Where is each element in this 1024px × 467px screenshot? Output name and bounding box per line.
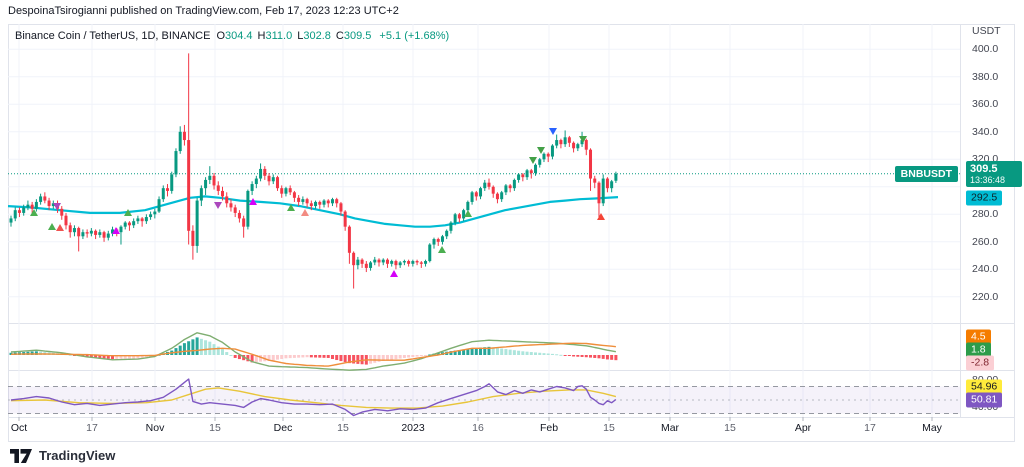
price-axis-label: 280.0: [972, 208, 999, 221]
pane-separator-macd[interactable]: [8, 323, 1015, 324]
buy-marker-icon: [390, 270, 398, 277]
time-axis-label: 2023: [401, 422, 425, 434]
time-axis-label: May: [922, 422, 942, 434]
price-axis-label: 240.0: [972, 263, 999, 276]
buy-marker-icon: [48, 223, 56, 230]
attribution-text: DespoinaTsirogianni published on Trading…: [8, 5, 399, 17]
sell-marker-icon: [529, 157, 537, 164]
sell-marker-icon: [53, 203, 61, 210]
buy-marker-icon: [597, 213, 605, 220]
candles-layer: [9, 53, 618, 289]
macd-layer: [9, 332, 618, 371]
chart-widget-frame: [8, 24, 1015, 442]
time-axis-label: 17: [864, 422, 876, 434]
price-axis-label: 260.0: [972, 235, 999, 248]
rsi-layer: [10, 378, 617, 417]
macd-hist-chip: -2.8: [966, 355, 995, 371]
time-axis-label: 17: [86, 422, 98, 434]
macd-value-chip: 1.8: [966, 342, 991, 358]
brand-name: TradingView: [39, 448, 116, 463]
sell-marker-icon: [549, 128, 557, 135]
time-axis-label: Dec: [273, 422, 293, 434]
sell-marker-icon: [214, 202, 222, 209]
price-axis-label: 360.0: [972, 98, 999, 111]
pane-separator-rsi[interactable]: [8, 370, 1015, 371]
symbol-legend[interactable]: Binance Coin / TetherUS, 1D, BINANCE O304…: [15, 30, 449, 42]
buy-marker-icon: [124, 209, 132, 216]
legend-ohlc-item: H311.0: [257, 30, 293, 42]
price-axis-label: 400.0: [972, 43, 999, 56]
buy-marker-icon: [112, 227, 120, 234]
buy-marker-icon: [56, 224, 64, 231]
price-axis-currency-label: USDT: [972, 25, 1001, 37]
legend-ohlc-item: L302.8: [297, 30, 331, 42]
legend-ohlc-values: O304.4 H311.0 L302.8 C309.5: [216, 30, 376, 42]
legend-ohlc-item: C309.5: [335, 30, 372, 42]
last-price-chip: 309.5 13:36:48: [966, 161, 1022, 187]
time-axis-label: 15: [724, 422, 736, 434]
time-axis-label: Mar: [660, 422, 680, 434]
time-axis-label: Feb: [539, 422, 559, 434]
ma-value-chip: 292.5: [966, 190, 1003, 206]
price-axis-label: 380.0: [972, 70, 999, 83]
ma-line-layer: [7, 195, 619, 228]
macd-signal-chip: 4.5: [966, 329, 991, 345]
time-axis-label: 16: [472, 422, 484, 434]
buy-marker-icon: [249, 198, 257, 205]
buy-marker-icon: [464, 210, 472, 217]
time-axis-label: Oct: [10, 422, 28, 434]
time-axis-divider: [8, 417, 1015, 418]
time-axis-label: 15: [209, 422, 221, 434]
last-price-value: 309.5: [970, 163, 998, 175]
sell-marker-icon: [537, 147, 545, 154]
buy-marker-icon: [301, 209, 309, 216]
price-axis-label: 340.0: [972, 125, 999, 138]
legend-symbol-title: Binance Coin / TetherUS, 1D, BINANCE: [15, 30, 211, 42]
rsi-value-chip: 50.81: [966, 392, 1003, 408]
time-axis-label: Nov: [145, 422, 165, 434]
legend-change: +5.1 (+1.68%): [379, 30, 450, 42]
tradingview-branding[interactable]: TradingView: [10, 448, 115, 463]
rsi-ma-chip: 54.96: [966, 379, 1003, 395]
bar-countdown: 13:36:48: [970, 175, 1006, 185]
sell-marker-icon: [579, 136, 587, 143]
price-axis-label: 220.0: [972, 290, 999, 303]
time-axis-label: 15: [337, 422, 349, 434]
buy-marker-icon: [438, 246, 446, 253]
time-axis-label: Apr: [794, 422, 812, 434]
grid-layer: [8, 24, 960, 421]
buy-marker-icon: [30, 209, 38, 216]
buy-marker-icon: [287, 204, 295, 211]
trade-markers-layer: [30, 128, 605, 277]
time-axis-label: 15: [603, 422, 615, 434]
tradingview-logo-icon: [10, 448, 32, 463]
legend-ohlc-item: O304.4: [216, 30, 253, 42]
symbol-price-chip: BNBUSDT: [894, 166, 958, 182]
price-axis-divider: [960, 24, 961, 417]
